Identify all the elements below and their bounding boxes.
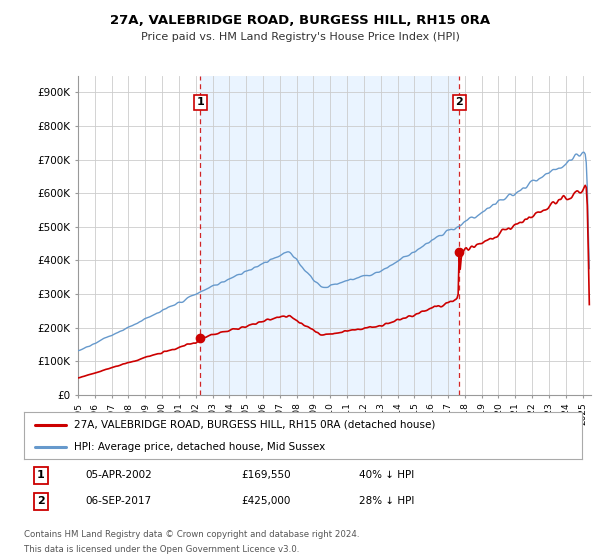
Text: £425,000: £425,000 bbox=[242, 497, 291, 506]
Text: 1: 1 bbox=[37, 470, 44, 480]
Text: £169,550: £169,550 bbox=[242, 470, 291, 480]
Text: Contains HM Land Registry data © Crown copyright and database right 2024.: Contains HM Land Registry data © Crown c… bbox=[24, 530, 359, 539]
Bar bbox=[200, 76, 460, 395]
Text: 06-SEP-2017: 06-SEP-2017 bbox=[85, 497, 152, 506]
Text: 05-APR-2002: 05-APR-2002 bbox=[85, 470, 152, 480]
Text: This data is licensed under the Open Government Licence v3.0.: This data is licensed under the Open Gov… bbox=[24, 545, 299, 554]
Text: 2: 2 bbox=[455, 97, 463, 108]
Text: 1: 1 bbox=[196, 97, 204, 108]
Text: 27A, VALEBRIDGE ROAD, BURGESS HILL, RH15 0RA: 27A, VALEBRIDGE ROAD, BURGESS HILL, RH15… bbox=[110, 14, 490, 27]
Text: 28% ↓ HPI: 28% ↓ HPI bbox=[359, 497, 414, 506]
Text: Price paid vs. HM Land Registry's House Price Index (HPI): Price paid vs. HM Land Registry's House … bbox=[140, 32, 460, 43]
Text: HPI: Average price, detached house, Mid Sussex: HPI: Average price, detached house, Mid … bbox=[74, 442, 325, 452]
Text: 2: 2 bbox=[37, 497, 44, 506]
Text: 40% ↓ HPI: 40% ↓ HPI bbox=[359, 470, 414, 480]
Text: 27A, VALEBRIDGE ROAD, BURGESS HILL, RH15 0RA (detached house): 27A, VALEBRIDGE ROAD, BURGESS HILL, RH15… bbox=[74, 420, 436, 430]
